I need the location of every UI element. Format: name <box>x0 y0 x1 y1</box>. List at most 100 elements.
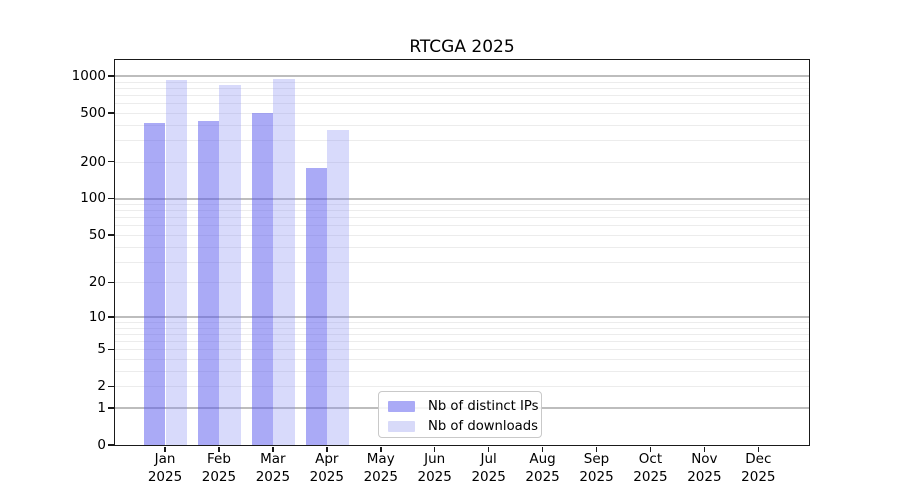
x-tick-year-nov: 2025 <box>687 468 722 485</box>
minor-gridline-y-400 <box>115 124 809 126</box>
y-tick-label-500: 500 <box>80 104 106 121</box>
bar-downloads-jan <box>165 80 188 446</box>
y-tick-mark-500 <box>107 112 115 114</box>
x-tick-year-jan: 2025 <box>147 468 183 485</box>
x-tick-label-mar: Mar 2025 <box>245 451 301 486</box>
minor-gridline-y-800 <box>115 87 809 89</box>
minor-gridline-y-8 <box>115 327 809 329</box>
x-tick-mark-dec <box>757 446 760 452</box>
x-tick-month-oct: Oct <box>638 451 663 467</box>
minor-gridline-y-300 <box>115 140 809 142</box>
x-tick-year-aug: 2025 <box>525 468 560 485</box>
minor-gridline-y-30 <box>115 261 809 263</box>
legend-label-downloads: Nb of downloads <box>428 418 538 434</box>
x-tick-mark-feb <box>218 446 220 452</box>
x-tick-year-mar: 2025 <box>255 468 291 485</box>
minor-gridline-y-700 <box>115 94 809 96</box>
legend-label-distinct-ips: Nb of distinct IPs <box>428 398 539 414</box>
y-tick-mark-20 <box>107 281 115 284</box>
x-tick-label-nov: Nov 2025 <box>676 451 732 486</box>
x-tick-year-dec: 2025 <box>741 468 776 485</box>
major-gridline-y-10 <box>115 316 809 319</box>
y-tick-mark-10 <box>107 316 115 318</box>
y-tick-mark-1000 <box>107 75 115 77</box>
minor-gridline-y-2 <box>115 386 809 388</box>
x-tick-month-jul: Jul <box>480 451 497 467</box>
y-tick-label-5: 5 <box>97 341 106 358</box>
y-tick-mark-2 <box>107 385 115 388</box>
minor-gridline-y-600 <box>115 103 809 105</box>
x-tick-mark-nov <box>703 446 706 452</box>
minor-gridline-y-7 <box>115 333 809 335</box>
x-tick-mark-may <box>380 446 382 452</box>
x-tick-label-apr: Apr 2025 <box>299 451 355 486</box>
y-tick-label-1000: 1000 <box>71 67 106 84</box>
x-tick-label-jan: Jan 2025 <box>137 451 193 486</box>
minor-gridline-y-40 <box>115 246 809 248</box>
y-tick-label-1: 1 <box>97 399 106 416</box>
x-tick-label-oct: Oct 2025 <box>622 451 678 486</box>
x-tick-month-dec: Dec <box>745 451 772 467</box>
y-tick-label-0: 0 <box>97 437 106 453</box>
x-tick-label-jun: Jun 2025 <box>407 451 463 486</box>
major-gridline-y-100 <box>115 197 809 200</box>
x-tick-year-sep: 2025 <box>579 468 614 485</box>
y-tick-label-2: 2 <box>97 378 106 395</box>
x-tick-label-may: May 2025 <box>353 451 409 486</box>
x-tick-month-feb: Feb <box>206 451 231 467</box>
y-tick-mark-100 <box>107 197 115 200</box>
x-tick-month-mar: Mar <box>260 451 286 467</box>
x-tick-mark-sep <box>595 446 598 452</box>
legend-swatch-distinct-ips <box>388 400 415 412</box>
minor-gridline-y-500 <box>115 112 809 114</box>
x-tick-mark-apr <box>326 446 328 452</box>
minor-gridline-y-900 <box>115 81 809 83</box>
y-tick-mark-0 <box>107 444 115 446</box>
bar-downloads-mar <box>273 78 295 446</box>
minor-gridline-y-80 <box>115 210 809 212</box>
x-tick-mark-jan <box>164 446 166 452</box>
x-tick-year-may: 2025 <box>363 468 398 485</box>
minor-gridline-y-50 <box>115 234 809 236</box>
chart-title: RTCGA 2025 <box>409 37 515 57</box>
x-tick-year-jun: 2025 <box>417 468 452 485</box>
minor-gridline-y-200 <box>115 161 809 163</box>
major-gridline-y-1000 <box>115 75 809 78</box>
y-tick-label-20: 20 <box>88 274 106 291</box>
minor-gridline-y-3 <box>115 370 809 372</box>
minor-gridline-y-9 <box>115 321 809 323</box>
legend: Nb of distinct IPs Nb of downloads <box>378 391 542 438</box>
y-tick-mark-200 <box>107 160 115 163</box>
bar-distinct-ips-apr <box>305 167 328 446</box>
y-tick-mark-50 <box>107 234 115 236</box>
bar-downloads-feb <box>219 84 242 446</box>
y-tick-mark-1 <box>107 407 115 409</box>
bar-downloads-apr <box>327 130 349 446</box>
x-tick-label-jul: Jul 2025 <box>461 451 517 486</box>
bar-distinct-ips-jan <box>143 122 166 446</box>
x-tick-year-oct: 2025 <box>633 468 668 485</box>
minor-gridline-y-20 <box>115 282 809 284</box>
minor-gridline-y-60 <box>115 225 809 227</box>
x-tick-year-jul: 2025 <box>471 468 506 485</box>
legend-item-downloads: Nb of downloads <box>388 416 541 436</box>
minor-gridline-y-70 <box>115 217 809 219</box>
x-tick-month-sep: Sep <box>583 451 610 467</box>
y-tick-label-50: 50 <box>88 226 106 243</box>
x-tick-mark-oct <box>649 446 652 452</box>
x-tick-label-sep: Sep 2025 <box>569 451 625 486</box>
x-tick-year-feb: 2025 <box>201 468 237 485</box>
minor-gridline-y-6 <box>115 341 809 343</box>
plot-area <box>114 59 810 446</box>
x-tick-label-feb: Feb 2025 <box>191 451 247 486</box>
x-tick-label-aug: Aug 2025 <box>515 451 571 486</box>
bar-distinct-ips-feb <box>197 120 220 446</box>
x-tick-month-jun: Jun <box>424 451 446 467</box>
x-tick-mark-jul <box>487 446 490 452</box>
x-tick-month-apr: Apr <box>315 451 339 467</box>
y-tick-label-100: 100 <box>80 190 106 207</box>
legend-swatch-downloads <box>388 420 415 432</box>
x-tick-month-jan: Jan <box>154 451 176 467</box>
x-tick-label-dec: Dec 2025 <box>730 451 786 486</box>
y-tick-mark-5 <box>107 348 115 351</box>
